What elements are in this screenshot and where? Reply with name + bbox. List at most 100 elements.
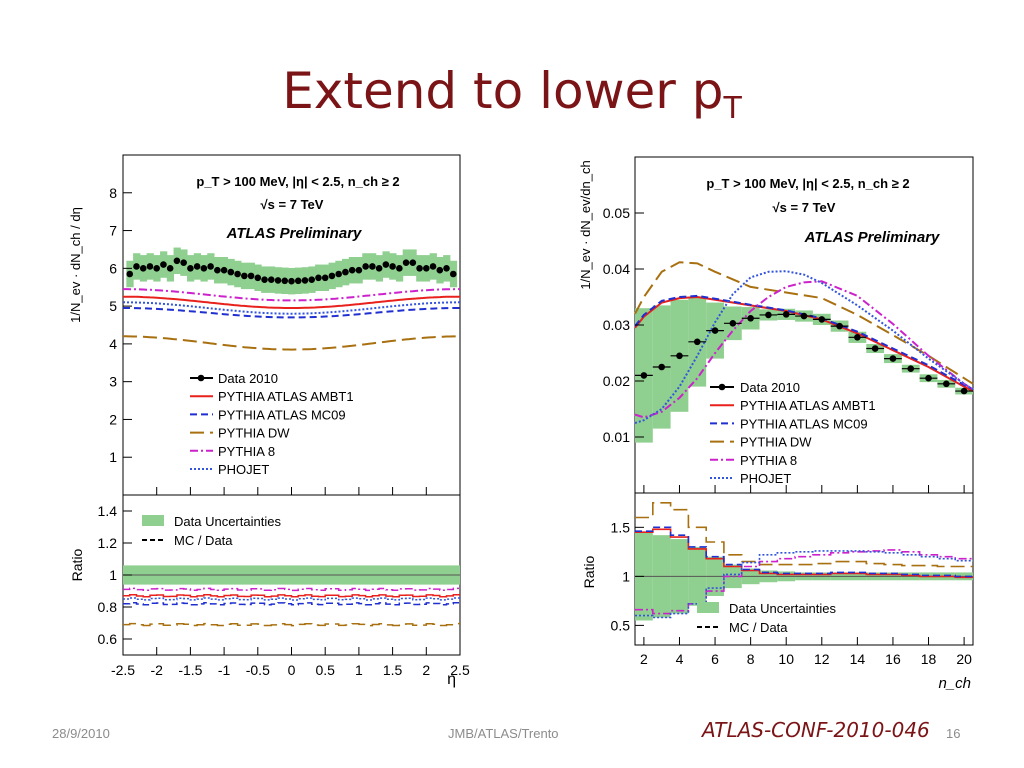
nch-ytick-label: 0.03 — [603, 317, 630, 333]
eta-ratio-curve — [123, 602, 460, 606]
eta-ytick-label: 6 — [109, 260, 117, 276]
footer-center: JMB/ATLAS/Trento — [448, 726, 559, 741]
eta-ytick-label: 3 — [109, 374, 117, 390]
eta-data-point — [355, 266, 363, 274]
nch-data-point — [854, 334, 861, 341]
nch-data-point — [925, 374, 932, 382]
nch-xtick-label: 8 — [747, 651, 755, 667]
nch-data-point — [871, 345, 879, 352]
nch-ytick-label: 0.04 — [603, 261, 630, 277]
nch-curve — [634, 270, 974, 424]
nch-legend-marker — [718, 383, 726, 391]
eta-data-point — [187, 265, 194, 272]
eta-data-point — [342, 268, 349, 276]
nch-cuts-annotation: p_T > 100 MeV, |η| < 2.5, n_ch ≥ 2 — [706, 176, 909, 191]
eta-energy-annotation: √s = 7 TeV — [261, 197, 324, 212]
nch-data-point — [800, 312, 808, 320]
eta-data-point — [274, 277, 282, 284]
nch-data-point — [729, 320, 737, 327]
eta-curve — [123, 335, 460, 351]
eta-ratio-curve — [123, 587, 460, 592]
eta-legend-entry: PYTHIA ATLAS MC09 — [218, 407, 346, 422]
eta-data-point — [133, 263, 140, 270]
nch-data-point — [711, 327, 719, 334]
nch-data-point — [676, 352, 683, 360]
eta-data-point — [220, 266, 228, 274]
eta-data-point — [335, 270, 342, 278]
eta-xaxis-label: η — [447, 671, 456, 688]
eta-data-point — [227, 268, 235, 276]
eta-data-point — [193, 263, 201, 270]
eta-ratio-ytick-label: 0.8 — [98, 599, 118, 615]
eta-data-point — [375, 265, 383, 272]
eta-curve — [123, 295, 460, 309]
eta-legend-entry: PHOJET — [218, 462, 269, 477]
nch-atlas-label: ATLAS Preliminary — [804, 229, 940, 246]
eta-data-point — [281, 277, 289, 285]
eta-ratio-curve — [123, 622, 460, 627]
eta-data-point — [153, 265, 160, 272]
eta-xtick-label: 1.5 — [383, 662, 403, 678]
eta-xtick-label: 2 — [422, 662, 430, 678]
eta-data-point — [254, 274, 262, 282]
eta-data-point — [409, 259, 417, 266]
nch-xtick-label: 4 — [676, 651, 684, 667]
eta-data-point — [429, 263, 437, 270]
eta-xtick-label: 0 — [288, 662, 296, 678]
nch-ratio-curve — [635, 526, 973, 578]
eta-ratio-ytick-label: 1 — [109, 567, 117, 583]
eta-data-point — [247, 272, 255, 280]
nch-data-point — [658, 363, 665, 371]
eta-xtick-label: 0.5 — [315, 662, 335, 678]
eta-data-point — [288, 277, 295, 285]
eta-legend-entry: PYTHIA DW — [218, 426, 290, 441]
nch-xtick-label: 14 — [850, 651, 866, 667]
eta-data-point — [166, 265, 174, 272]
nch-ratio-legend-entry: Data Uncertainties — [729, 601, 836, 616]
eta-data-point — [348, 266, 356, 274]
eta-data-point — [180, 259, 187, 266]
slide-title-subscript: T — [723, 91, 742, 126]
eta-ytick-label: 7 — [109, 223, 117, 239]
eta-legend-entry: PYTHIA 8 — [218, 444, 275, 459]
eta-curve — [123, 301, 460, 315]
eta-legend-entry: PYTHIA ATLAS AMBT1 — [218, 389, 354, 404]
nch-xtick-label: 6 — [711, 651, 719, 667]
nch-data-point — [907, 365, 915, 372]
eta-data-point — [396, 265, 403, 272]
eta-data-point — [436, 266, 444, 274]
nch-data-point — [693, 338, 701, 346]
eta-data-point — [267, 276, 275, 283]
eta-ratio-legend-entry: MC / Data — [174, 533, 233, 548]
nch-curve — [634, 294, 974, 391]
eta-data-point — [362, 263, 369, 270]
nch-data-point — [818, 316, 826, 323]
eta-data-point — [321, 274, 329, 282]
eta-ratio-ytick-label: 0.6 — [98, 631, 118, 647]
eta-data-point — [382, 261, 390, 268]
eta-xtick-label: -1.5 — [178, 662, 202, 678]
eta-ratio-legend-entry: Data Uncertainties — [174, 514, 281, 529]
nch-ratio-ytick-label: 1.5 — [611, 519, 631, 535]
eta-xtick-label: 1 — [355, 662, 363, 678]
nch-ratio-ytick-label: 1 — [622, 568, 630, 584]
nch-data-point — [836, 322, 843, 330]
nch-ytick-label: 0.01 — [603, 429, 630, 445]
eta-ytick-label: 5 — [109, 298, 117, 314]
eta-legend-entry: Data 2010 — [218, 371, 278, 386]
footer-conf-reference: ATLAS-CONF-2010-046 — [702, 718, 930, 742]
eta-legend-marker — [197, 374, 205, 382]
eta-xtick-label: 2.5 — [450, 662, 470, 678]
eta-ytick-label: 4 — [109, 336, 117, 352]
nch-curve — [634, 261, 974, 385]
nch-ratio-legend-entry: MC / Data — [729, 620, 788, 635]
nch-legend-entry: PHOJET — [740, 471, 791, 486]
eta-data-point — [402, 259, 410, 266]
nch-ytick-label: 0.02 — [603, 373, 630, 389]
eta-data-point — [160, 261, 167, 268]
slide-title-main: Extend to lower p — [282, 62, 724, 120]
eta-ytick-label: 2 — [109, 411, 117, 427]
eta-data-point — [416, 265, 423, 272]
eta-yaxis-label: 1/N_ev · dN_ch / dη — [68, 207, 83, 323]
